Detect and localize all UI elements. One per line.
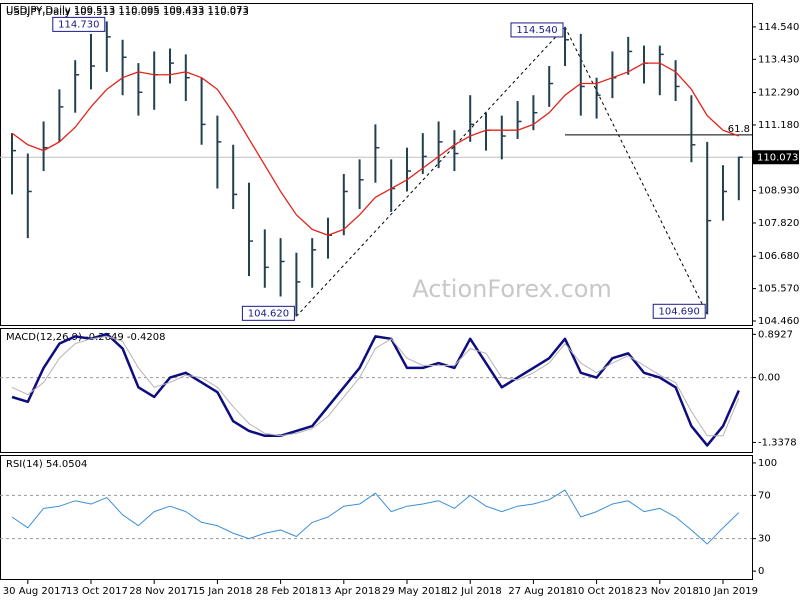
y-tick-label: 108.930 (758, 186, 799, 197)
x-tick-label: 12 Jul 2018 (445, 586, 502, 597)
y-tick-label: 0.8927 (758, 329, 793, 340)
fib-label: 61.8 (728, 124, 750, 135)
x-tick-label: 23 Nov 2018 (635, 586, 699, 597)
series-line (11, 335, 740, 437)
annotation-label: 104.620 (248, 308, 289, 319)
annotation-box (510, 22, 564, 38)
x-tick-label: 13 Oct 2017 (66, 586, 128, 597)
x-tick-label: 28 Feb 2018 (256, 586, 318, 597)
series-line (11, 62, 740, 236)
annotation-label: 104.690 (659, 306, 700, 317)
x-tick-label: 15 Jan 2018 (192, 586, 252, 597)
series-line (11, 332, 740, 447)
rsi-panel (0, 455, 753, 580)
y-tick-label: 113.430 (758, 54, 799, 65)
y-tick-label: 106.680 (758, 251, 799, 262)
panel-title: RSI(14) 54.0504 (6, 459, 87, 470)
y-tick-label: 104.460 (758, 316, 799, 327)
y-tick-label: 112.290 (758, 88, 799, 99)
x-tick-label: 28 Nov 2017 (129, 586, 193, 597)
y-tick-label: 70 (758, 490, 771, 501)
x-tick-label: 29 May 2018 (382, 586, 447, 597)
x-tick-label: 13 Apr 2018 (319, 586, 381, 597)
y-tick-label: 107.820 (758, 218, 799, 229)
chart-title: USDJPY,Daily 109.513 110.095 109.433 110… (6, 5, 249, 16)
macd-panel (0, 328, 753, 453)
y-tick-label: 0.00 (758, 373, 780, 384)
annotation-label: 114.540 (516, 25, 557, 36)
y-tick-label: 105.570 (758, 284, 799, 295)
price-panel (0, 3, 753, 326)
y-tick-label: 30 (758, 534, 771, 545)
series-line (11, 489, 740, 545)
y-tick-label: 114.540 (758, 22, 799, 33)
x-tick-label: 27 Aug 2018 (508, 586, 572, 597)
y-tick-label: 0 (758, 566, 764, 577)
annotation-box (52, 16, 106, 32)
watermark: ActionForex.com (412, 275, 612, 303)
last-price-box (753, 150, 799, 165)
annotation-label: 114.730 (58, 19, 99, 30)
x-tick-label: 10 Oct 2018 (572, 586, 634, 597)
annotation-box (241, 305, 295, 321)
panel-title: USDJPY,Daily 109.513 110.095 109.433 110… (6, 7, 249, 18)
x-tick-label: 10 Jan 2019 (698, 586, 758, 597)
y-tick-label: 100 (758, 458, 777, 469)
y-tick-label: 111.180 (758, 120, 799, 131)
x-tick-label: 30 Aug 2017 (3, 586, 67, 597)
annotation-box (652, 303, 706, 319)
y-tick-label: -1.3378 (758, 437, 797, 448)
last-price-label: 110.073 (757, 152, 798, 163)
